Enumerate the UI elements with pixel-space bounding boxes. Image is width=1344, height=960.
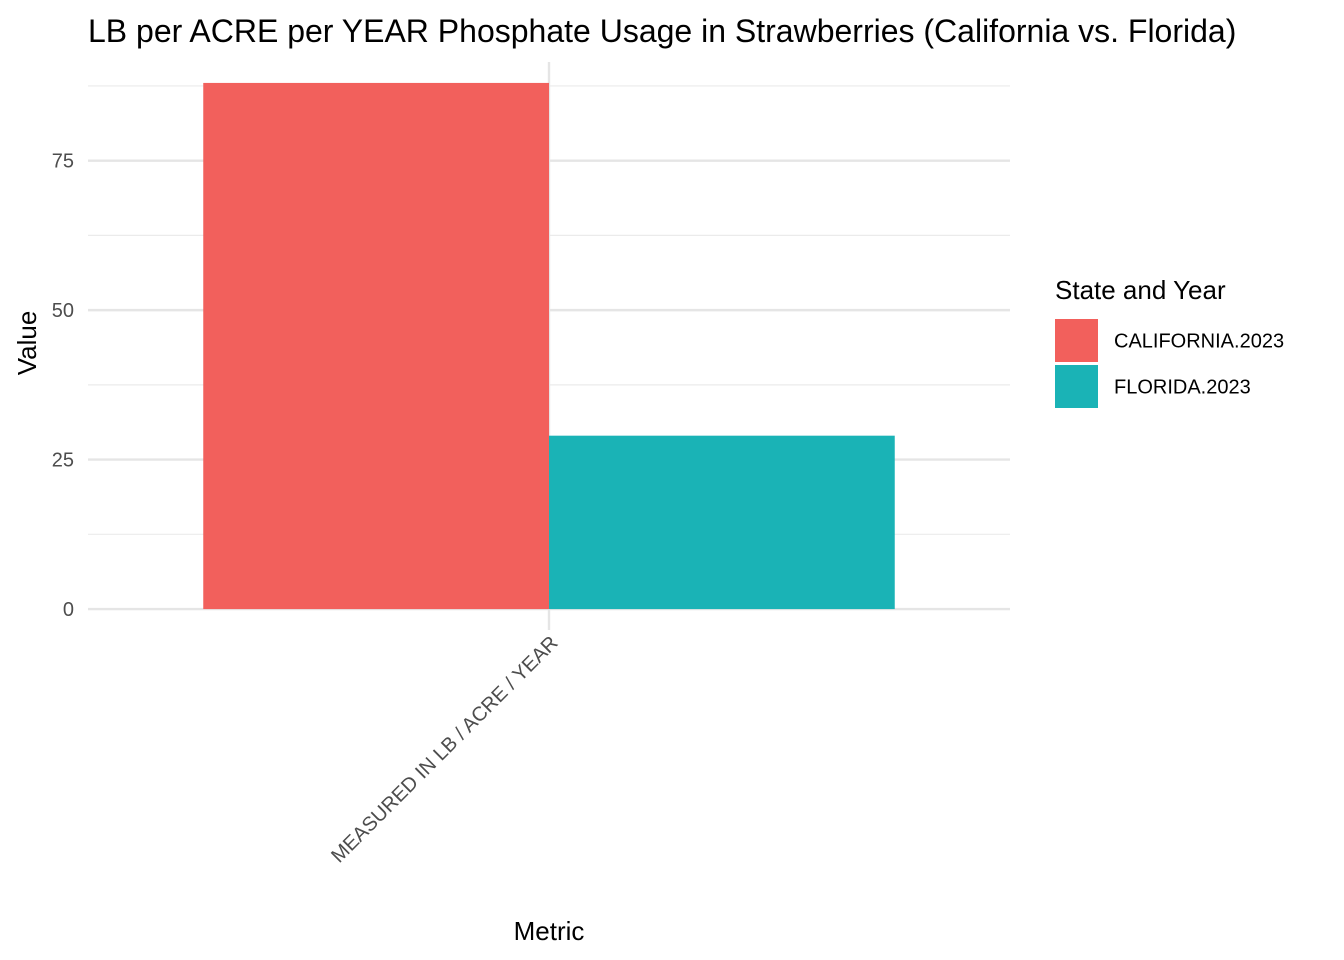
- y-tick-label: 75: [52, 151, 74, 173]
- y-tick-label: 0: [63, 599, 74, 621]
- legend: State and Year CALIFORNIA.2023 FLORIDA.20…: [1055, 275, 1284, 408]
- y-tick-label: 25: [52, 450, 74, 472]
- legend-title: State and Year: [1055, 275, 1226, 305]
- bar-florida-2023: [549, 435, 895, 610]
- legend-label: FLORIDA.2023: [1114, 377, 1251, 399]
- y-axis-ticks: 0 25 50 75: [52, 151, 74, 621]
- y-tick-label: 50: [52, 300, 74, 322]
- chart-title: LB per ACRE per YEAR Phosphate Usage in …: [88, 13, 1236, 49]
- x-axis-title: Metric: [514, 916, 585, 946]
- legend-label: CALIFORNIA.2023: [1114, 331, 1284, 353]
- x-axis-ticks: MEASURED IN LB / ACRE / YEAR: [327, 632, 562, 867]
- legend-swatch: [1055, 319, 1098, 362]
- y-axis-title: Value: [12, 311, 42, 376]
- legend-swatch: [1055, 365, 1098, 408]
- x-tick-label: MEASURED IN LB / ACRE / YEAR: [327, 632, 562, 867]
- bar-california-2023: [203, 82, 549, 610]
- bars: [203, 82, 895, 610]
